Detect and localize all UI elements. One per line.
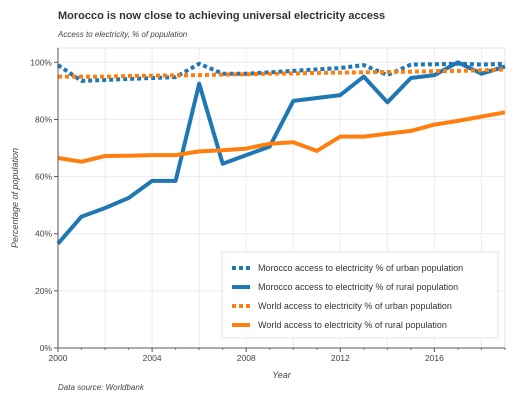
y-tick-label: 40% <box>35 229 52 239</box>
legend-box <box>221 251 499 339</box>
y-tick-label: 0% <box>40 343 53 353</box>
x-tick-label: 2012 <box>331 353 350 363</box>
y-tick-label: 100% <box>30 57 52 67</box>
legend-label-4[interactable]: World access to electricity % of rural p… <box>258 320 447 330</box>
legend-label-2[interactable]: Morocco access to electricity % of rural… <box>258 282 458 292</box>
y-axis-title: Percentage of population <box>10 148 20 248</box>
series-line-2[interactable] <box>56 60 506 246</box>
x-tick-label: 2008 <box>237 353 256 363</box>
x-tick-label: 2000 <box>49 353 68 363</box>
series-line-3[interactable] <box>58 67 506 79</box>
y-tick-label: 80% <box>35 114 52 124</box>
legend-label-1[interactable]: Morocco access to electricity % of urban… <box>258 263 463 273</box>
x-tick-label: 2004 <box>143 353 162 363</box>
x-axis-title: Year <box>272 370 292 380</box>
chart-title: Morocco is now close to achieving univer… <box>58 10 386 22</box>
y-tick-label: 20% <box>35 286 52 296</box>
x-tick-label: 2016 <box>425 353 444 363</box>
series-line-1[interactable] <box>56 61 506 83</box>
y-tick-label: 60% <box>35 172 52 182</box>
legend-label-3[interactable]: World access to electricity % of urban p… <box>258 301 452 311</box>
axes: 0% 20% 40% 60% 80% 100% 2000 2004 2008 2012 2016 <box>30 48 506 363</box>
chart-subtitle: Access to electricity, % of population <box>58 30 188 39</box>
legend[interactable]: Morocco access to electricity % of urban… <box>221 251 499 339</box>
series-lines <box>56 60 506 246</box>
data-source-note: Data source: Worldbank <box>58 383 144 392</box>
series-line-4[interactable] <box>57 110 506 164</box>
